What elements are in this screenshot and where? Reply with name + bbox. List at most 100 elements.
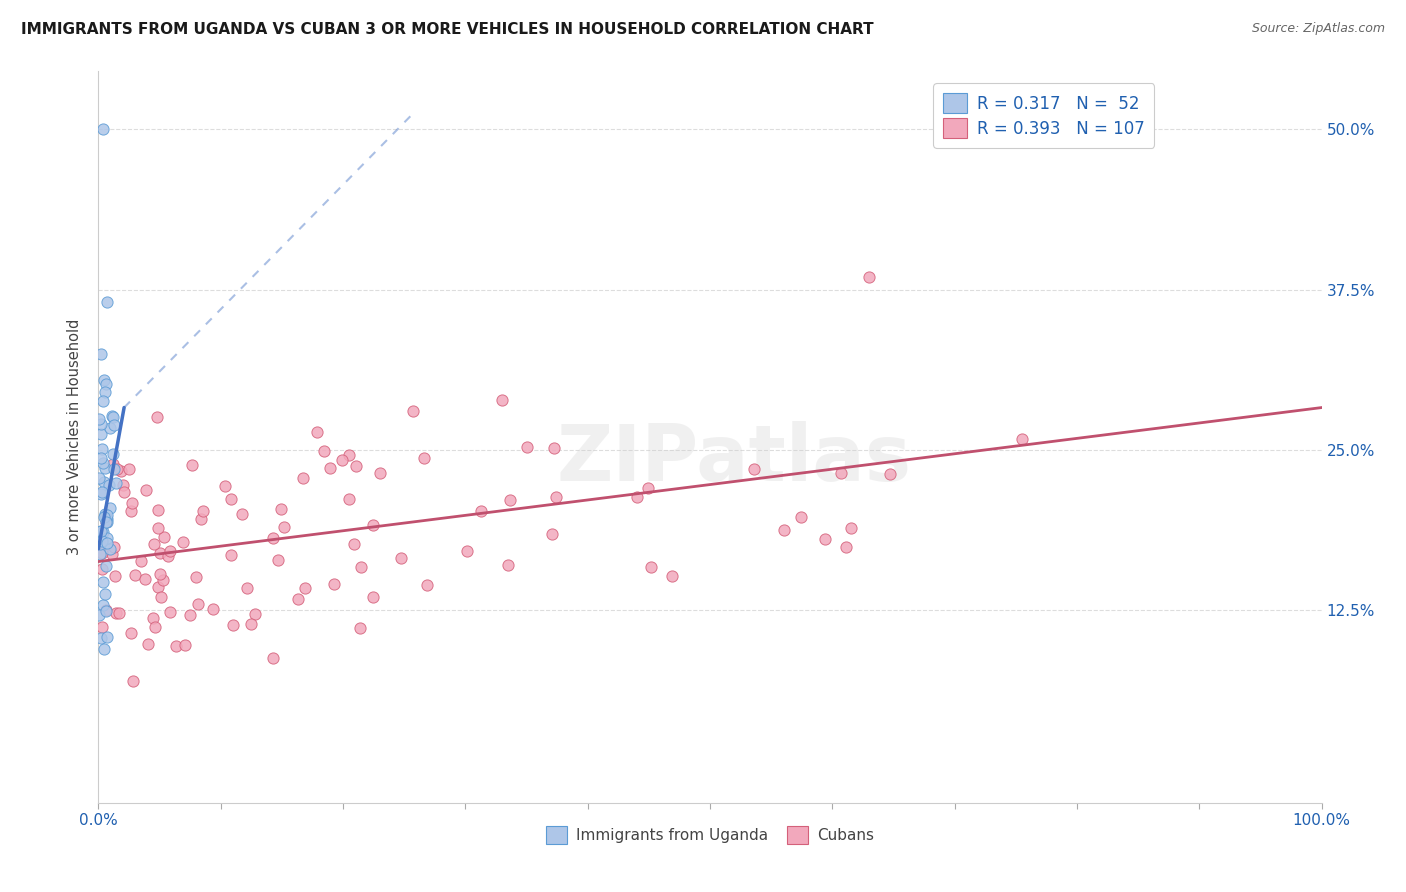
- Point: [337, 448, 360, 462]
- Point: [291, 471, 314, 485]
- Point: [543, 441, 565, 455]
- Point: [337, 492, 360, 507]
- Point: [499, 493, 522, 508]
- Point: [361, 590, 384, 604]
- Point: [184, 570, 207, 584]
- Point: [90, 524, 112, 538]
- Point: [89, 537, 111, 551]
- Point: [181, 458, 204, 472]
- Point: [94, 603, 117, 617]
- Point: [149, 546, 172, 560]
- Point: [93, 507, 115, 521]
- Point: [221, 492, 243, 507]
- Point: [104, 475, 127, 490]
- Point: [141, 611, 163, 625]
- Point: [179, 607, 201, 622]
- Point: [89, 547, 111, 561]
- Point: [149, 590, 172, 604]
- Point: [90, 487, 112, 501]
- Point: [318, 461, 340, 475]
- Point: [143, 620, 166, 634]
- Point: [96, 536, 118, 550]
- Point: [814, 533, 837, 547]
- Point: [103, 541, 125, 555]
- Point: [344, 458, 367, 473]
- Point: [201, 601, 224, 615]
- Text: IMMIGRANTS FROM UGANDA VS CUBAN 3 OR MORE VEHICLES IN HOUSEHOLD CORRELATION CHAR: IMMIGRANTS FROM UGANDA VS CUBAN 3 OR MOR…: [21, 22, 873, 37]
- Point: [105, 462, 128, 476]
- Point: [307, 425, 329, 439]
- Point: [146, 503, 169, 517]
- Point: [94, 604, 117, 618]
- Point: [640, 559, 662, 574]
- Point: [90, 524, 112, 538]
- Point: [89, 608, 111, 623]
- Point: [91, 122, 114, 136]
- Point: [90, 346, 112, 360]
- Point: [491, 392, 513, 407]
- Point: [262, 531, 284, 545]
- Point: [120, 626, 142, 640]
- Point: [98, 421, 121, 435]
- Point: [790, 510, 813, 524]
- Point: [96, 295, 118, 310]
- Point: [90, 631, 112, 645]
- Point: [879, 467, 901, 482]
- Point: [93, 641, 115, 656]
- Point: [100, 547, 122, 561]
- Point: [104, 606, 127, 620]
- Point: [173, 638, 195, 652]
- Point: [742, 462, 765, 476]
- Point: [134, 572, 156, 586]
- Point: [239, 617, 262, 632]
- Point: [120, 504, 142, 518]
- Point: [322, 576, 344, 591]
- Point: [540, 527, 562, 541]
- Point: [190, 512, 212, 526]
- Point: [93, 510, 115, 524]
- Point: [93, 373, 115, 387]
- Legend: Immigrants from Uganda, Cubans: Immigrants from Uganda, Cubans: [540, 820, 880, 850]
- Point: [661, 569, 683, 583]
- Point: [236, 582, 259, 596]
- Point: [98, 541, 121, 556]
- Point: [91, 574, 114, 589]
- Point: [172, 534, 194, 549]
- Point: [91, 562, 114, 576]
- Point: [112, 484, 135, 499]
- Point: [146, 580, 169, 594]
- Point: [110, 464, 132, 478]
- Point: [389, 550, 412, 565]
- Point: [101, 409, 124, 424]
- Point: [342, 537, 364, 551]
- Point: [368, 466, 391, 480]
- Point: [94, 558, 117, 573]
- Point: [135, 483, 157, 498]
- Point: [104, 568, 127, 582]
- Point: [156, 549, 179, 563]
- Point: [96, 531, 118, 545]
- Point: [516, 440, 538, 454]
- Point: [470, 503, 492, 517]
- Point: [330, 452, 353, 467]
- Point: [361, 518, 384, 533]
- Point: [159, 544, 181, 558]
- Point: [143, 537, 166, 551]
- Point: [101, 447, 124, 461]
- Point: [93, 598, 115, 612]
- Point: [90, 451, 112, 466]
- Point: [91, 546, 114, 560]
- Point: [416, 578, 439, 592]
- Point: [93, 508, 115, 523]
- Point: [166, 640, 188, 654]
- Text: ZIPatlas: ZIPatlas: [557, 421, 912, 497]
- Point: [91, 620, 114, 634]
- Point: [626, 490, 648, 504]
- Point: [830, 466, 852, 480]
- Point: [96, 508, 118, 522]
- Point: [118, 461, 141, 475]
- Point: [121, 496, 143, 510]
- Point: [637, 481, 659, 495]
- Point: [122, 674, 145, 689]
- Point: [146, 410, 169, 425]
